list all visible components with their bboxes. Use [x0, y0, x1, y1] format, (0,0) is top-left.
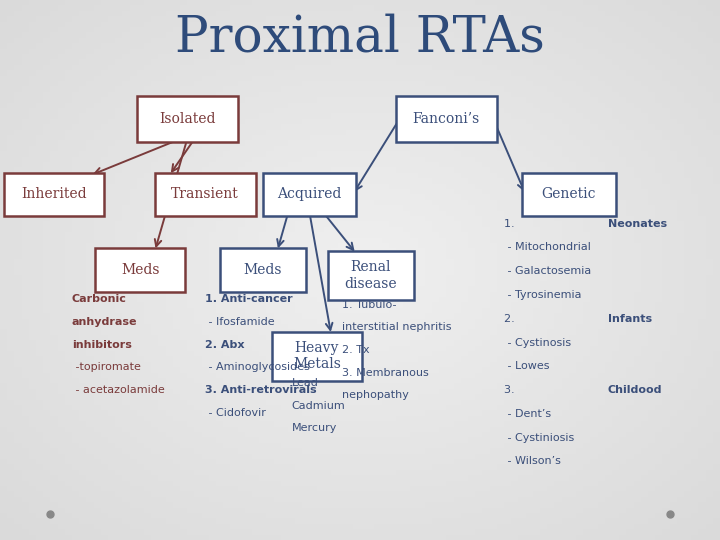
Text: interstitial nephritis: interstitial nephritis [342, 322, 451, 333]
FancyBboxPatch shape [95, 248, 186, 292]
Text: nephopathy: nephopathy [342, 390, 409, 401]
FancyBboxPatch shape [522, 173, 616, 216]
Text: anhydrase: anhydrase [72, 317, 138, 327]
Text: Carbonic: Carbonic [72, 294, 127, 305]
Text: - Cystiniosis: - Cystiniosis [504, 433, 575, 443]
Text: Heavy
Metals: Heavy Metals [293, 341, 341, 372]
Text: 1. Tubulo-: 1. Tubulo- [342, 300, 397, 310]
Text: - Galactosemia: - Galactosemia [504, 266, 591, 276]
Text: 2.: 2. [504, 314, 518, 324]
Text: Childood: Childood [608, 385, 662, 395]
FancyBboxPatch shape [328, 251, 414, 300]
Text: Proximal RTAs: Proximal RTAs [175, 13, 545, 63]
Text: - Cidofovir: - Cidofovir [205, 408, 266, 418]
Text: inhibitors: inhibitors [72, 340, 132, 350]
Text: - Cystinosis: - Cystinosis [504, 338, 571, 348]
Text: 3. Membranous: 3. Membranous [342, 368, 428, 378]
Text: 2. Abx: 2. Abx [205, 340, 245, 350]
Text: Meds: Meds [121, 263, 160, 277]
Text: Genetic: Genetic [541, 187, 596, 201]
Text: - Mitochondrial: - Mitochondrial [504, 242, 591, 253]
FancyBboxPatch shape [4, 173, 104, 216]
Text: 3. Anti-retrovirals: 3. Anti-retrovirals [205, 385, 317, 395]
Text: Cadmium: Cadmium [292, 401, 346, 411]
Text: Renal
disease: Renal disease [344, 260, 397, 291]
Text: - acetazolamide: - acetazolamide [72, 385, 165, 395]
FancyBboxPatch shape [155, 173, 256, 216]
Text: Mercury: Mercury [292, 423, 337, 434]
Text: Isolated: Isolated [159, 112, 215, 126]
Text: 3.: 3. [504, 385, 518, 395]
Text: 2. Tx: 2. Tx [342, 345, 369, 355]
Text: - Lowes: - Lowes [504, 361, 549, 372]
Text: 1.: 1. [504, 219, 518, 229]
FancyBboxPatch shape [263, 173, 356, 216]
FancyBboxPatch shape [137, 96, 238, 141]
Text: Infants: Infants [608, 314, 652, 324]
Text: Fanconi’s: Fanconi’s [413, 112, 480, 126]
Text: - Tyrosinemia: - Tyrosinemia [504, 290, 582, 300]
Text: Transient: Transient [171, 187, 239, 201]
Text: Meds: Meds [243, 263, 282, 277]
Text: - Dent’s: - Dent’s [504, 409, 551, 419]
Text: 1. Anti-cancer: 1. Anti-cancer [205, 294, 293, 305]
Text: Neonates: Neonates [608, 219, 667, 229]
Text: - Ifosfamide: - Ifosfamide [205, 317, 275, 327]
FancyBboxPatch shape [272, 332, 361, 381]
Text: - Wilson’s: - Wilson’s [504, 456, 561, 467]
Text: Inherited: Inherited [21, 187, 87, 201]
Text: Acquired: Acquired [277, 187, 342, 201]
FancyBboxPatch shape [396, 96, 497, 141]
Text: - Aminoglycosides: - Aminoglycosides [205, 362, 310, 373]
FancyBboxPatch shape [220, 248, 306, 292]
Text: -topiromate: -topiromate [72, 362, 141, 373]
Text: Lead: Lead [292, 378, 318, 388]
